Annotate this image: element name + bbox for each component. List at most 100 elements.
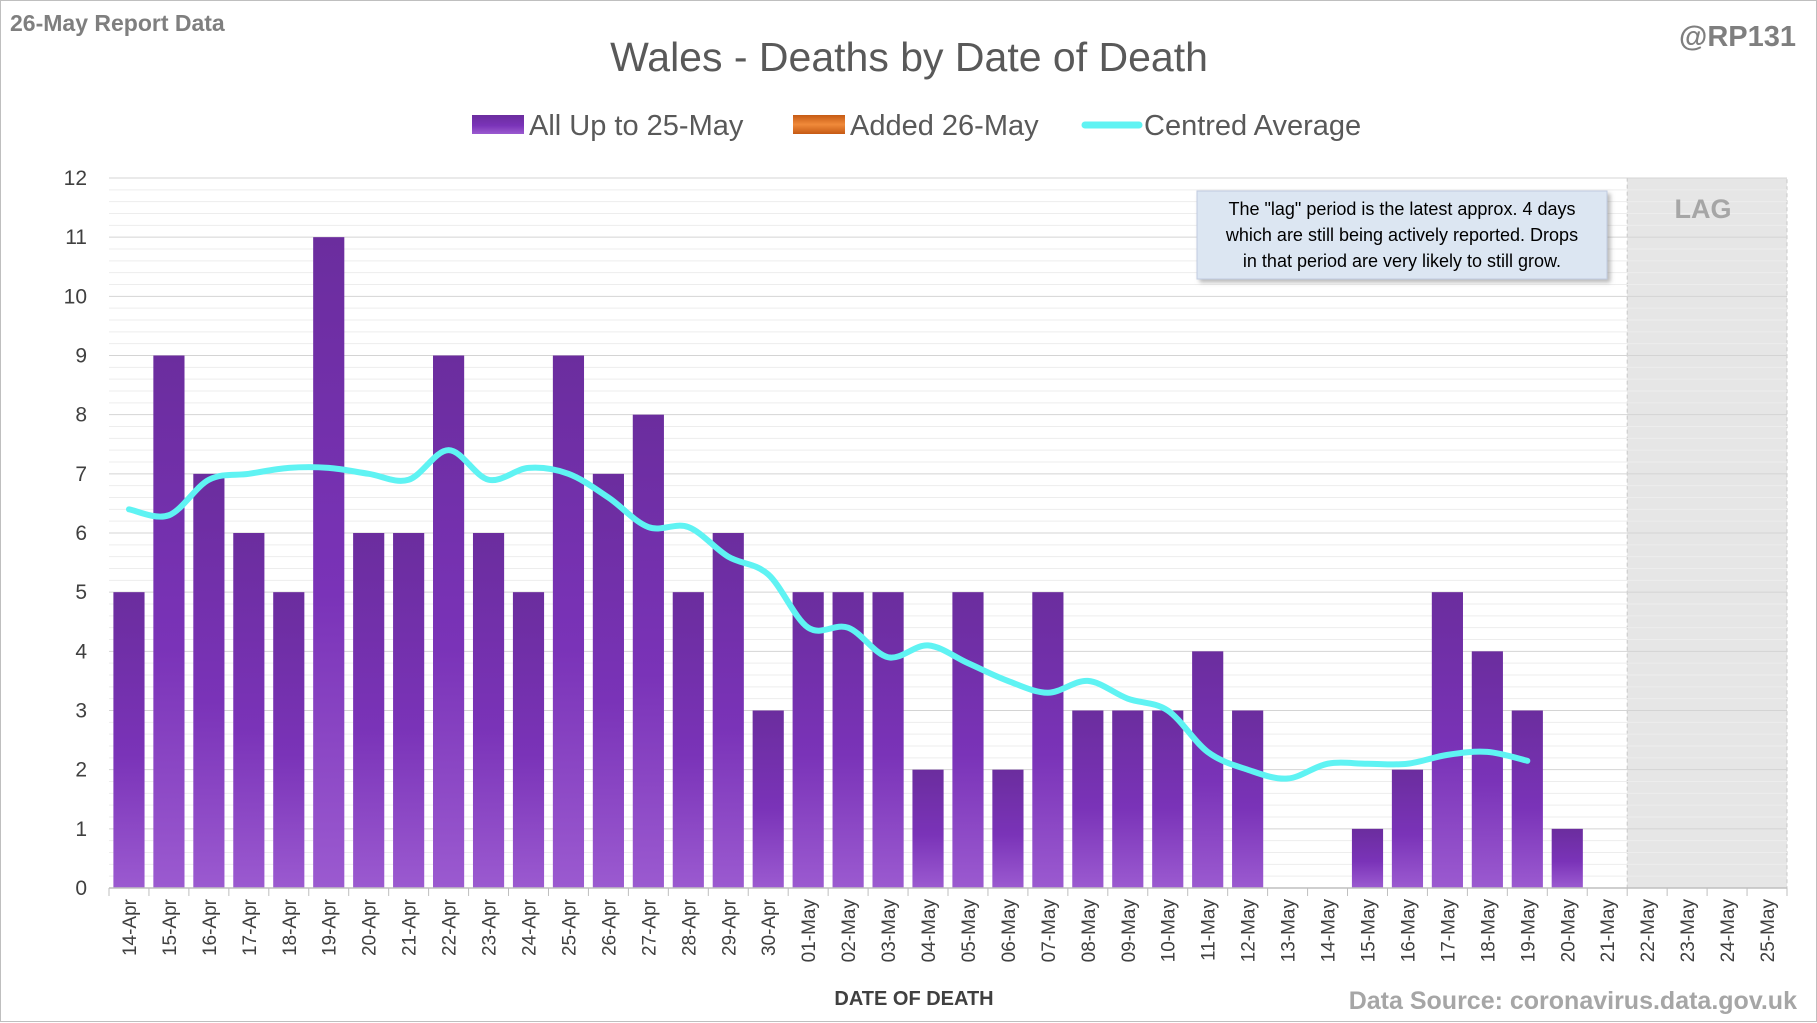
- y-tick-label: 11: [65, 226, 87, 249]
- x-tick-label: 22-May: [1638, 899, 1659, 963]
- x-tick-label: 22-Apr: [440, 898, 461, 956]
- chart-title: Wales - Deaths by Date of Death: [610, 34, 1208, 80]
- y-tick-label: 10: [64, 285, 87, 308]
- lag-label: LAG: [1675, 194, 1732, 224]
- y-tick-label: 9: [75, 345, 87, 368]
- x-axis-title: DATE OF DEATH: [834, 988, 993, 1010]
- y-tick-label: 4: [75, 640, 87, 663]
- x-tick-label: 16-Apr: [200, 898, 221, 956]
- x-tick-label: 15-Apr: [160, 898, 181, 956]
- lag-note-line-3: in that period are very likely to still …: [1243, 251, 1561, 271]
- x-tick-label: 19-Apr: [320, 898, 341, 956]
- legend-swatch-added: [793, 115, 845, 134]
- bar-all-19-May: [1511, 710, 1543, 888]
- bar-all-22-Apr: [433, 355, 465, 888]
- lag-note: The "lag" period is the latest approx. 4…: [1196, 190, 1608, 280]
- x-tick-label: 03-May: [879, 899, 900, 963]
- bar-all-24-Apr: [512, 592, 545, 888]
- x-tick-label: 18-May: [1478, 899, 1499, 963]
- x-axis: [108, 887, 1788, 896]
- x-tick-label: 21-May: [1598, 899, 1619, 963]
- y-tick-label: 7: [75, 463, 87, 486]
- x-tick-label: 25-May: [1758, 899, 1779, 963]
- bar-all-08-May: [1072, 710, 1104, 888]
- y-tick-label: 0: [75, 877, 87, 900]
- x-tick-label: 14-Apr: [120, 898, 141, 956]
- bar-all-17-May: [1431, 592, 1463, 888]
- bar-all-27-Apr: [632, 414, 664, 888]
- x-tick-label: 16-May: [1398, 899, 1419, 963]
- y-tick-label: 3: [75, 700, 87, 723]
- bar-all-07-May: [1032, 592, 1064, 888]
- x-tick-label: 02-May: [839, 899, 860, 963]
- x-tick-label: 13-May: [1279, 899, 1300, 963]
- x-tick-label: 08-May: [1079, 899, 1100, 963]
- average-line-layer: [125, 447, 1531, 782]
- x-tick-label: 26-Apr: [599, 898, 620, 956]
- bar-all-28-Apr: [672, 592, 704, 888]
- bar-all-18-Apr: [273, 592, 305, 888]
- lag-note-box: [1196, 190, 1608, 280]
- x-axis-ticks: 14-Apr 15-Apr 16-Apr 17-Apr 18-Apr 19-Apr 20-A…: [120, 898, 1779, 962]
- bar-all-25-Apr: [552, 355, 585, 888]
- legend-label-all: All Up to 25-May: [529, 110, 744, 142]
- bar-all-30-Apr: [752, 710, 784, 888]
- bar-all-01-May: [792, 592, 824, 888]
- bar-all-20-Apr: [353, 533, 385, 888]
- x-tick-label: 11-May: [1199, 899, 1220, 961]
- bar-all-15-Apr: [153, 355, 185, 888]
- bar-all-12-May: [1232, 710, 1264, 888]
- bars: [113, 237, 1583, 889]
- x-tick-label: 12-May: [1239, 899, 1260, 963]
- bar-all-17-Apr: [233, 533, 265, 888]
- x-tick-label: 19-May: [1518, 899, 1539, 963]
- x-tick-label: 29-Apr: [719, 898, 740, 956]
- y-tick-label: 1: [75, 818, 87, 841]
- y-tick-label: 6: [75, 522, 87, 545]
- x-tick-label: 20-Apr: [360, 898, 381, 956]
- legend-label-added: Added 26-May: [850, 110, 1039, 142]
- x-tick-label: 24-Apr: [520, 898, 541, 956]
- x-tick-label: 27-Apr: [639, 898, 660, 956]
- average-line: [125, 447, 1531, 782]
- bar-all-14-Apr: [113, 592, 145, 888]
- bar-all-16-May: [1391, 769, 1424, 888]
- x-tick-label: 04-May: [919, 899, 940, 963]
- bar-all-03-May: [872, 592, 904, 888]
- bar-all-04-May: [912, 769, 944, 888]
- bar-all-10-May: [1152, 710, 1184, 888]
- y-tick-label: 8: [75, 404, 87, 427]
- x-tick-label: 09-May: [1119, 899, 1140, 963]
- y-tick-label: 5: [75, 581, 87, 604]
- bar-all-21-Apr: [393, 533, 425, 888]
- bar-all-09-May: [1112, 710, 1144, 888]
- legend: All Up to 25-May Added 26-May Centred Av…: [472, 110, 1361, 142]
- x-tick-label: 24-May: [1718, 899, 1739, 963]
- bar-all-05-May: [952, 592, 984, 888]
- bar-all-06-May: [992, 769, 1024, 888]
- x-tick-label: 25-Apr: [559, 898, 580, 956]
- bar-all-26-Apr: [592, 473, 624, 888]
- x-tick-label: 06-May: [999, 899, 1020, 963]
- bar-all-23-Apr: [472, 533, 505, 888]
- lag-note-line-2: which are still being actively reported.…: [1225, 225, 1578, 245]
- x-tick-label: 23-May: [1678, 899, 1699, 963]
- legend-label-average: Centred Average: [1144, 110, 1361, 142]
- y-tick-label: 2: [75, 759, 87, 782]
- x-tick-label: 30-Apr: [759, 898, 780, 956]
- bar-all-16-Apr: [193, 473, 225, 888]
- x-tick-label: 17-May: [1438, 899, 1459, 963]
- legend-swatch-all: [472, 115, 524, 134]
- x-tick-label: 21-Apr: [400, 898, 421, 956]
- y-tick-label: 12: [64, 167, 87, 190]
- bar-all-20-May: [1551, 828, 1583, 888]
- x-tick-label: 18-Apr: [280, 898, 301, 956]
- report-date-label: 26-May Report Data: [10, 10, 225, 36]
- x-tick-label: 05-May: [959, 899, 980, 963]
- bar-all-15-May: [1351, 828, 1384, 888]
- x-tick-label: 28-Apr: [679, 898, 700, 956]
- bar-all-29-Apr: [712, 533, 744, 888]
